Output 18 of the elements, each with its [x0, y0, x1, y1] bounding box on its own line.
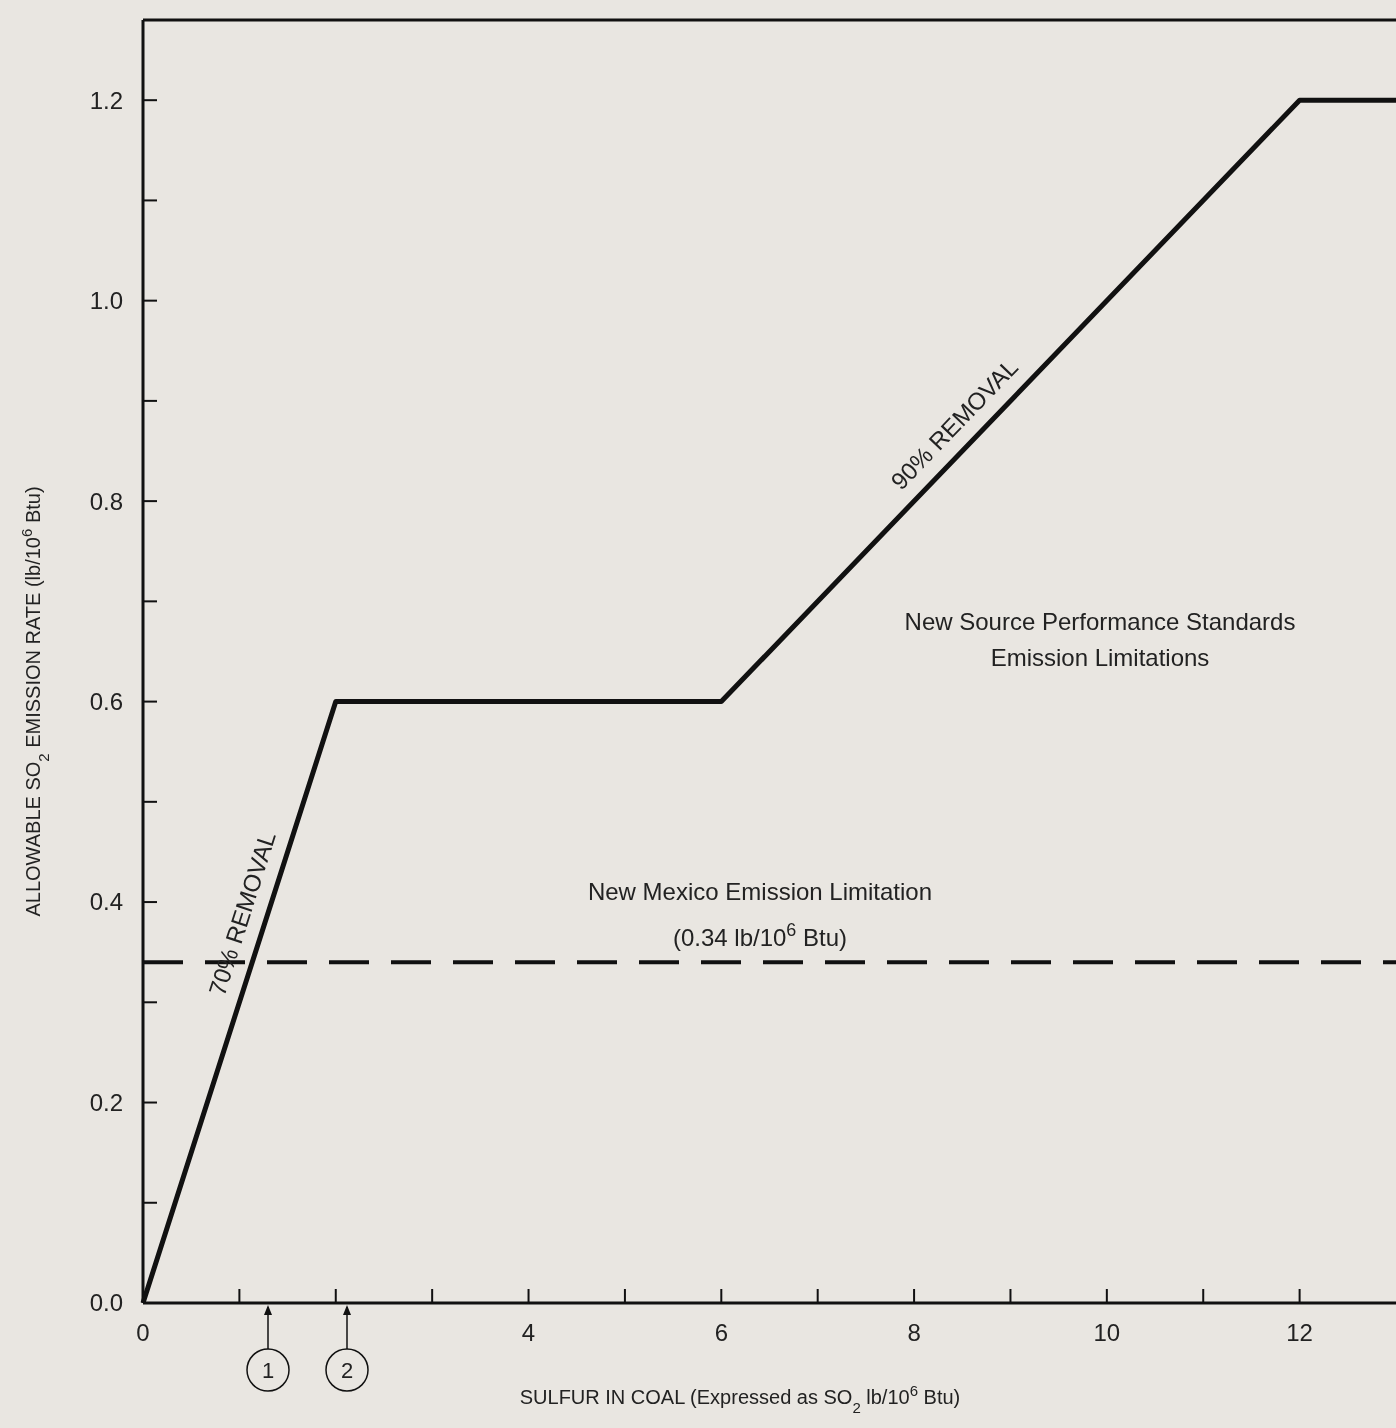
x-tick-label: 12: [1286, 1319, 1313, 1346]
y-tick-label: 0.6: [89, 687, 123, 715]
x-tick-label: 10: [1093, 1319, 1121, 1346]
ref-line-label: New Mexico Emission Limitation (0.34 lb/10$^{6}$ Btu): [587, 878, 933, 952]
text: 2: [340, 1357, 354, 1383]
y-tick-label: 0.8: [89, 487, 123, 515]
x-tick-label: 6: [714, 1319, 728, 1346]
annotation: New Source Performance Standards Emission Limitations: [904, 608, 1296, 671]
y-tick-label: 1.2: [89, 86, 123, 114]
y-tick-label: 0.4: [89, 888, 123, 916]
y-tick-label: 0.0: [89, 1289, 123, 1317]
y-tick-label: 1.0: [89, 287, 123, 315]
x-tick-label: 0: [136, 1319, 150, 1346]
text: 1: [261, 1357, 275, 1383]
x-tick-label: 4: [521, 1319, 536, 1346]
y-tick-label: 0.2: [89, 1088, 123, 1116]
x-axis-title: SULFUR IN COAL (Expressed as SO$_{2}$ lb/10$^{6}$ Btu): [519, 1381, 961, 1416]
x-tick-label: 8: [907, 1319, 921, 1346]
